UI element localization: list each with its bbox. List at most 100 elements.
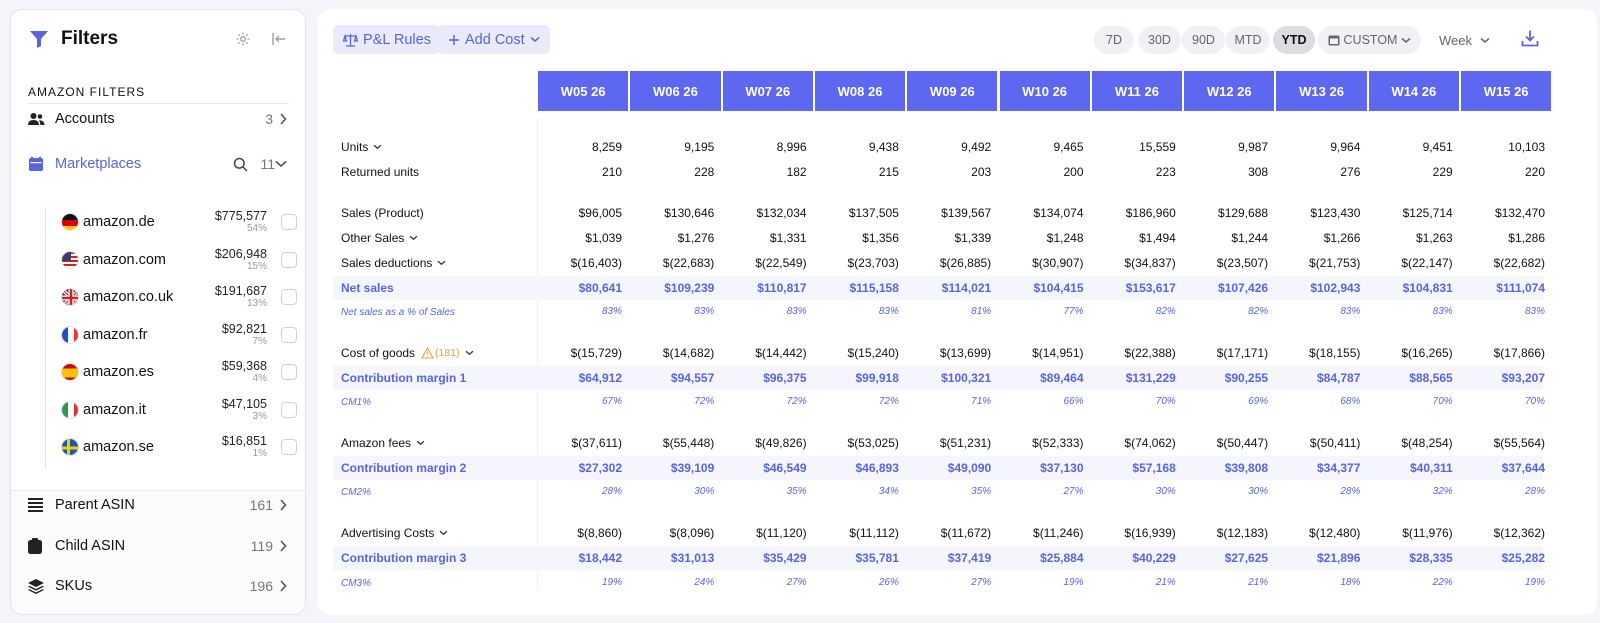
- expand-chevron-icon[interactable]: [437, 260, 446, 266]
- table-cell: $110,817: [757, 281, 807, 295]
- marketplace-item-amazon-it[interactable]: amazon.it $47,105 3%: [61, 394, 297, 426]
- accounts-count: 3: [265, 111, 273, 127]
- marketplace-checkbox[interactable]: [281, 289, 297, 305]
- expand-chevron-icon[interactable]: [465, 350, 474, 356]
- table-cell: $(18,155): [1309, 346, 1361, 360]
- range-7d-button[interactable]: 7D: [1094, 26, 1134, 54]
- row-label: Contribution margin 3: [341, 548, 466, 568]
- collapse-sidebar-icon[interactable]: [271, 31, 287, 47]
- row-label-text: CM3%: [341, 577, 372, 589]
- table-cell: $46,893: [855, 461, 899, 475]
- table-cell: 83%: [786, 306, 807, 317]
- column-header: W05 26: [538, 71, 629, 111]
- table-cell: $104,415: [1033, 281, 1084, 295]
- table-cell: $(17,171): [1216, 346, 1269, 360]
- child-asin-label: Child ASIN: [55, 538, 126, 554]
- row-label[interactable]: Advertising Costs: [341, 523, 448, 543]
- range-ytd-button[interactable]: YTD: [1273, 26, 1315, 54]
- row-label[interactable]: Units: [341, 137, 382, 157]
- expand-chevron-icon[interactable]: [409, 235, 418, 241]
- marketplace-checkbox[interactable]: [281, 402, 297, 418]
- expand-chevron-icon[interactable]: [373, 144, 382, 150]
- table-cell: 30%: [1155, 486, 1176, 497]
- marketplace-checkbox[interactable]: [281, 439, 297, 455]
- marketplace-checkbox[interactable]: [281, 364, 297, 380]
- marketplace-item-amazon-com[interactable]: amazon.com $206,948 15%: [61, 244, 297, 276]
- chevron-down-icon[interactable]: [275, 160, 287, 168]
- marketplace-values: $775,577 54%: [215, 209, 267, 235]
- table-cell: $(14,951): [1032, 346, 1084, 360]
- marketplace-item-amazon-es[interactable]: amazon.es $59,368 4%: [61, 356, 297, 388]
- clipboard-icon: [28, 538, 48, 554]
- marketplace-checkbox[interactable]: [281, 327, 297, 343]
- marketplace-values: $206,948 15%: [214, 246, 267, 273]
- store-icon: [28, 156, 48, 172]
- table-cell: $125,714: [1402, 206, 1453, 220]
- marketplace-item-amazon-fr[interactable]: amazon.fr $92,821 7%: [61, 319, 297, 351]
- marketplace-checkbox[interactable]: [281, 214, 297, 230]
- row-label[interactable]: Sales deductions: [341, 253, 446, 273]
- settings-gear-icon[interactable]: [235, 31, 251, 47]
- table-cell: $93,207: [1501, 371, 1545, 385]
- child-asin-count: 119: [250, 538, 273, 554]
- table-cell: $25,282: [1501, 551, 1545, 565]
- table-cell: $37,419: [947, 551, 992, 565]
- period-label: Week: [1439, 32, 1472, 48]
- table-cell: $100,321: [941, 371, 992, 385]
- marketplace-amount: $206,948: [214, 246, 267, 261]
- table-cell: $130,646: [664, 206, 715, 220]
- table-cell: 69%: [1248, 396, 1269, 407]
- marketplace-checkbox[interactable]: [281, 252, 297, 268]
- marketplaces-count: 11: [260, 156, 275, 172]
- custom-range-button[interactable]: CUSTOM: [1318, 26, 1421, 54]
- range-mtd-button[interactable]: MTD: [1226, 26, 1270, 54]
- table-cell: $(11,112): [849, 526, 899, 540]
- accounts-filter[interactable]: Accounts 3: [28, 107, 287, 131]
- marketplace-values: $92,821 7%: [222, 322, 267, 348]
- parent-asin-filter[interactable]: Parent ASIN 161: [28, 493, 287, 517]
- calendar-icon: [1328, 34, 1340, 46]
- row-label-text: Net sales: [341, 281, 394, 295]
- row-label[interactable]: Other Sales: [341, 228, 418, 248]
- add-cost-button[interactable]: Add Cost: [438, 25, 550, 54]
- table-cell: 182: [786, 165, 807, 179]
- download-icon[interactable]: [1521, 29, 1539, 47]
- marketplaces-filter[interactable]: Marketplaces 11: [28, 152, 287, 176]
- table-cell: $(50,447): [1216, 436, 1269, 450]
- table-cell: $102,943: [1310, 281, 1361, 295]
- table-cell: $39,109: [670, 461, 715, 475]
- warning-badge[interactable]: (181): [421, 347, 460, 359]
- table-cell: 28%: [1340, 486, 1361, 497]
- table-cell: $(37,611): [571, 436, 622, 450]
- row-label[interactable]: Amazon fees: [341, 433, 425, 453]
- table-cell: $1,331: [769, 231, 807, 245]
- table-cell: $115,158: [849, 281, 899, 295]
- marketplace-item-amazon-se[interactable]: amazon.se $16,851 1%: [61, 431, 297, 463]
- expand-chevron-icon[interactable]: [416, 440, 425, 446]
- table-cell: 83%: [878, 306, 899, 317]
- column-header: W15 26: [1461, 71, 1552, 111]
- table-cell: $25,884: [1040, 551, 1084, 565]
- table-cell: $57,168: [1132, 461, 1176, 475]
- table-cell: $1,266: [1323, 231, 1361, 245]
- period-select[interactable]: Week: [1439, 26, 1490, 54]
- table-cell: $35,429: [763, 551, 807, 565]
- table-cell: $(12,362): [1493, 526, 1545, 540]
- range-30d-button[interactable]: 30D: [1138, 26, 1181, 54]
- marketplace-item-amazon-de[interactable]: amazon.de $775,577 54%: [61, 206, 297, 238]
- child-asin-filter[interactable]: Child ASIN 119: [28, 534, 287, 558]
- search-icon[interactable]: [233, 157, 248, 172]
- table-cell: 82%: [1155, 306, 1176, 317]
- row-label[interactable]: Cost of goods (181): [341, 343, 474, 363]
- table-cell: $(51,231): [939, 436, 992, 450]
- layers-icon: [28, 578, 48, 594]
- table-cell: $34,377: [1317, 461, 1361, 475]
- marketplace-values: $16,851 1%: [222, 434, 267, 460]
- skus-filter[interactable]: SKUs 196: [28, 574, 287, 598]
- expand-chevron-icon[interactable]: [439, 530, 448, 536]
- marketplace-item-amazon-co-uk[interactable]: amazon.co.uk $191,687 13%: [61, 281, 297, 313]
- range-90d-button[interactable]: 90D: [1182, 26, 1225, 54]
- pl-rules-button[interactable]: P&L Rules: [333, 25, 441, 54]
- table-cell: 82%: [1248, 306, 1269, 317]
- table-cell: 21%: [1155, 577, 1176, 588]
